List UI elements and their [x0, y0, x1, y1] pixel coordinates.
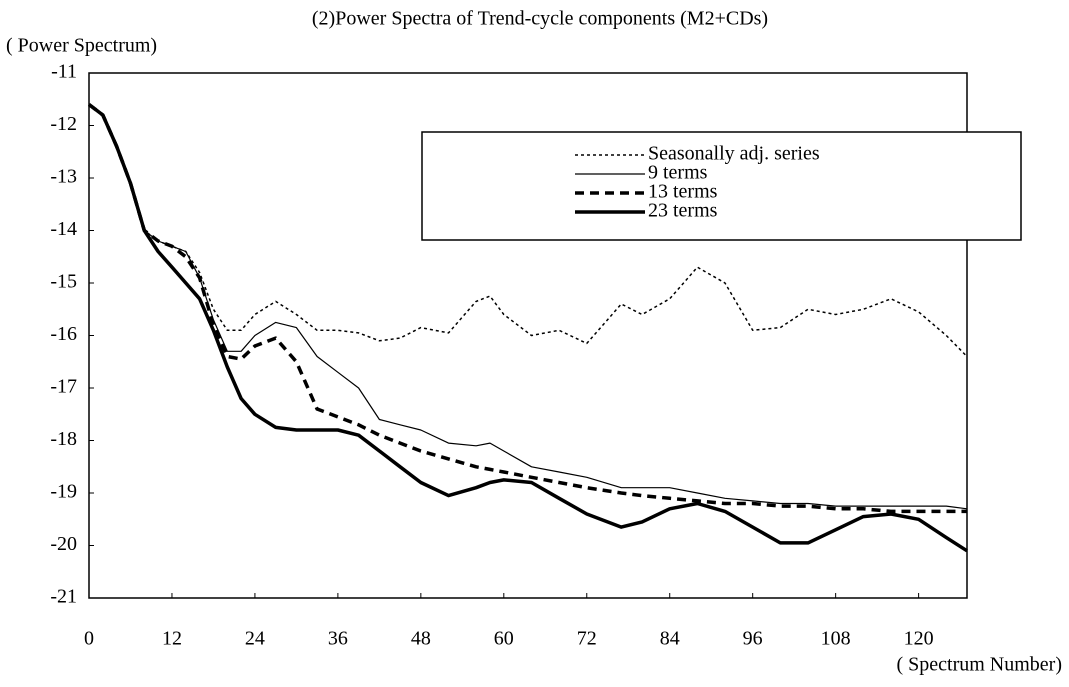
- x-tick-label: 96: [743, 628, 763, 650]
- series-line: [87, 103, 968, 553]
- x-tick-label: 108: [821, 628, 851, 650]
- x-tick-label: 0: [84, 628, 94, 650]
- y-tick-label: -14: [50, 218, 77, 240]
- y-tick-label: -20: [50, 533, 77, 555]
- x-tick-label: 48: [411, 628, 431, 650]
- chart-title: (2)Power Spectra of Trend-cycle componen…: [312, 8, 768, 30]
- series-line: [88, 104, 968, 510]
- legend-label: 9 terms: [648, 162, 708, 184]
- y-tick-label: -15: [50, 271, 77, 293]
- x-tick-label: 84: [660, 628, 680, 650]
- y-tick-label: -11: [51, 61, 77, 83]
- legend-label: Seasonally adj. series: [648, 143, 820, 165]
- y-tick-label: -12: [50, 113, 77, 135]
- legend-box: [421, 131, 1022, 241]
- x-tick-label: 120: [904, 628, 934, 650]
- x-tick-label: 12: [162, 628, 182, 650]
- x-tick-label: 36: [328, 628, 348, 650]
- x-axis-label: ( Spectrum Number): [896, 654, 1062, 676]
- x-tick-label: 24: [245, 628, 265, 650]
- series-line: [87, 103, 967, 514]
- y-tick-label: -18: [50, 428, 77, 450]
- y-tick-label: -21: [50, 586, 77, 608]
- y-tick-label: -19: [50, 481, 77, 503]
- y-tick-label: -16: [50, 323, 77, 345]
- y-tick-label: -17: [50, 376, 77, 398]
- y-tick-label: -13: [50, 166, 77, 188]
- legend-label: 23 terms: [648, 200, 718, 222]
- y-axis-label: ( Power Spectrum): [6, 35, 157, 57]
- legend-label: 13 terms: [648, 181, 718, 203]
- x-tick-label: 72: [577, 628, 597, 650]
- x-tick-label: 60: [494, 628, 514, 650]
